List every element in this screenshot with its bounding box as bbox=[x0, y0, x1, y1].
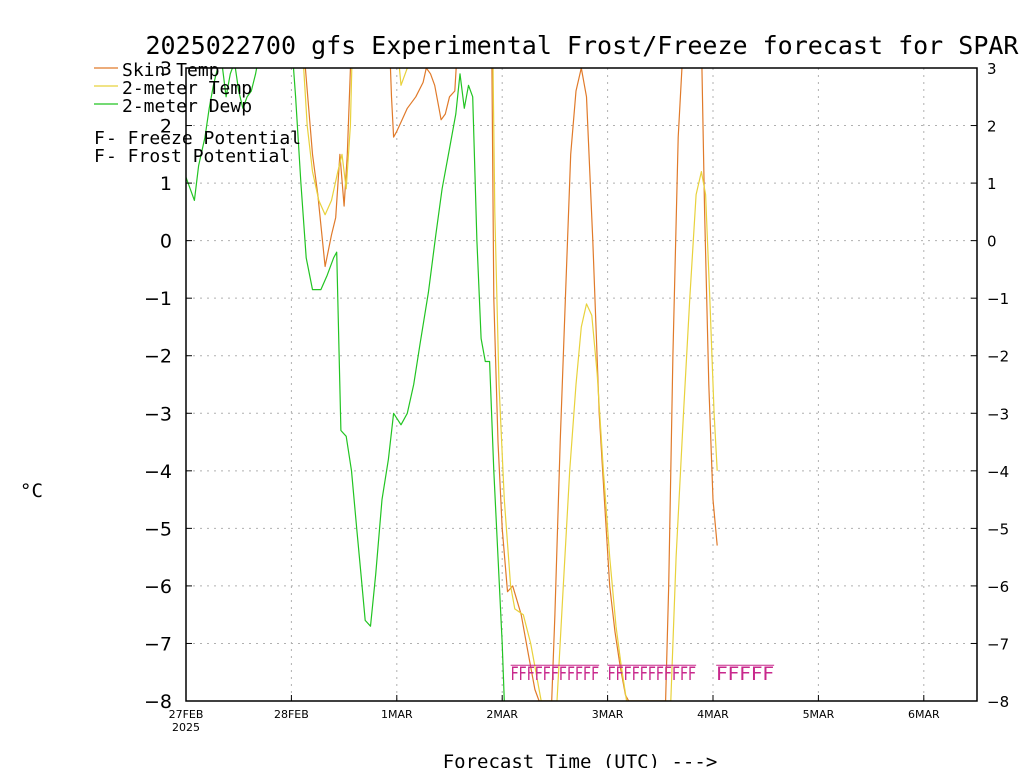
y-axis-left: 3 2 1 0 −1 −2 −3 −4 −5 −6 −7 −8 bbox=[144, 58, 192, 713]
y-tick-label-right: 3 bbox=[987, 60, 997, 78]
series-line-t2m bbox=[303, 68, 718, 701]
y-axis-label: °C bbox=[20, 480, 43, 502]
x-axis-label: Forecast Time (UTC) ---> bbox=[443, 751, 718, 768]
y-tick-label: 3 bbox=[160, 58, 172, 80]
y-tick-label-right: −7 bbox=[987, 635, 1009, 653]
y-tick-label-right: −5 bbox=[987, 520, 1009, 538]
y-tick-label-right: −1 bbox=[987, 290, 1009, 308]
legend-freeze-text: - Freeze Potential bbox=[106, 128, 301, 149]
freeze-potential-mark: FFFFFFFFFFF bbox=[608, 663, 697, 685]
series-layer bbox=[186, 68, 718, 701]
x-tick-label: 27FEB bbox=[169, 708, 204, 721]
y-tick-label-right: 1 bbox=[987, 175, 997, 193]
y-tick-label: 0 bbox=[160, 231, 172, 253]
y-tick-label-right: −3 bbox=[987, 405, 1009, 423]
legend-frost-text: - Frost Potential bbox=[106, 146, 290, 167]
chart-legend: Skin Temp 2-meter Temp 2-meter Dewp F - … bbox=[94, 60, 301, 167]
y-tick-label: −1 bbox=[144, 288, 172, 310]
x-tick-label: 4MAR bbox=[697, 708, 729, 721]
y-tick-label: −6 bbox=[144, 576, 172, 598]
y-tick-label: −7 bbox=[144, 633, 172, 655]
plot-frame bbox=[185, 67, 978, 702]
grid-lines bbox=[186, 68, 977, 701]
x-tick-label: 2MAR bbox=[486, 708, 518, 721]
y-tick-label-right: −6 bbox=[987, 578, 1009, 596]
y-axis-right: 3 2 1 0 −1 −2 −3 −4 −5 −6 −7 −8 bbox=[971, 60, 1009, 711]
x-tick-label: 28FEB bbox=[274, 708, 309, 721]
x-tick-label: 5MAR bbox=[803, 708, 835, 721]
freeze-potential-mark: FFFFFFFFFFF bbox=[511, 663, 599, 685]
y-tick-label: −5 bbox=[144, 518, 172, 540]
y-tick-label: −2 bbox=[144, 346, 172, 368]
series-line-dewp bbox=[186, 68, 505, 701]
series-line-skin-temp bbox=[304, 68, 718, 701]
y-tick-label-right: 0 bbox=[987, 233, 997, 251]
y-tick-label-right: −2 bbox=[987, 348, 1009, 366]
y-tick-label-right: −4 bbox=[987, 463, 1009, 481]
x-tick-label: 3MAR bbox=[592, 708, 624, 721]
y-tick-label: 1 bbox=[160, 173, 172, 195]
freeze-potential-mark: FFFFF bbox=[716, 663, 774, 685]
y-tick-label: −8 bbox=[144, 691, 172, 713]
freeze-marks-layer: FFFFFFFFFFF FFFFFFFFFFF FFFFF bbox=[510, 663, 774, 685]
legend-frost-letter: F bbox=[94, 146, 105, 167]
y-tick-label: 2 bbox=[160, 116, 172, 138]
y-tick-label-right: 2 bbox=[987, 118, 997, 136]
legend-label-dewp: 2-meter Dewp bbox=[122, 96, 252, 117]
chart-title: 2025022700 gfs Experimental Frost/Freeze… bbox=[146, 31, 1020, 60]
y-tick-label-right: −8 bbox=[987, 693, 1009, 711]
x-tick-sublabel: 2025 bbox=[172, 721, 200, 734]
x-tick-label: 6MAR bbox=[908, 708, 940, 721]
y-tick-label: −3 bbox=[144, 403, 172, 425]
legend-label-t2m: 2-meter Temp bbox=[122, 78, 252, 99]
legend-label-skin: Skin Temp bbox=[122, 60, 220, 81]
x-tick-label: 1MAR bbox=[381, 708, 413, 721]
legend-freeze-letter: F bbox=[94, 128, 105, 149]
y-tick-label: −4 bbox=[144, 461, 172, 483]
